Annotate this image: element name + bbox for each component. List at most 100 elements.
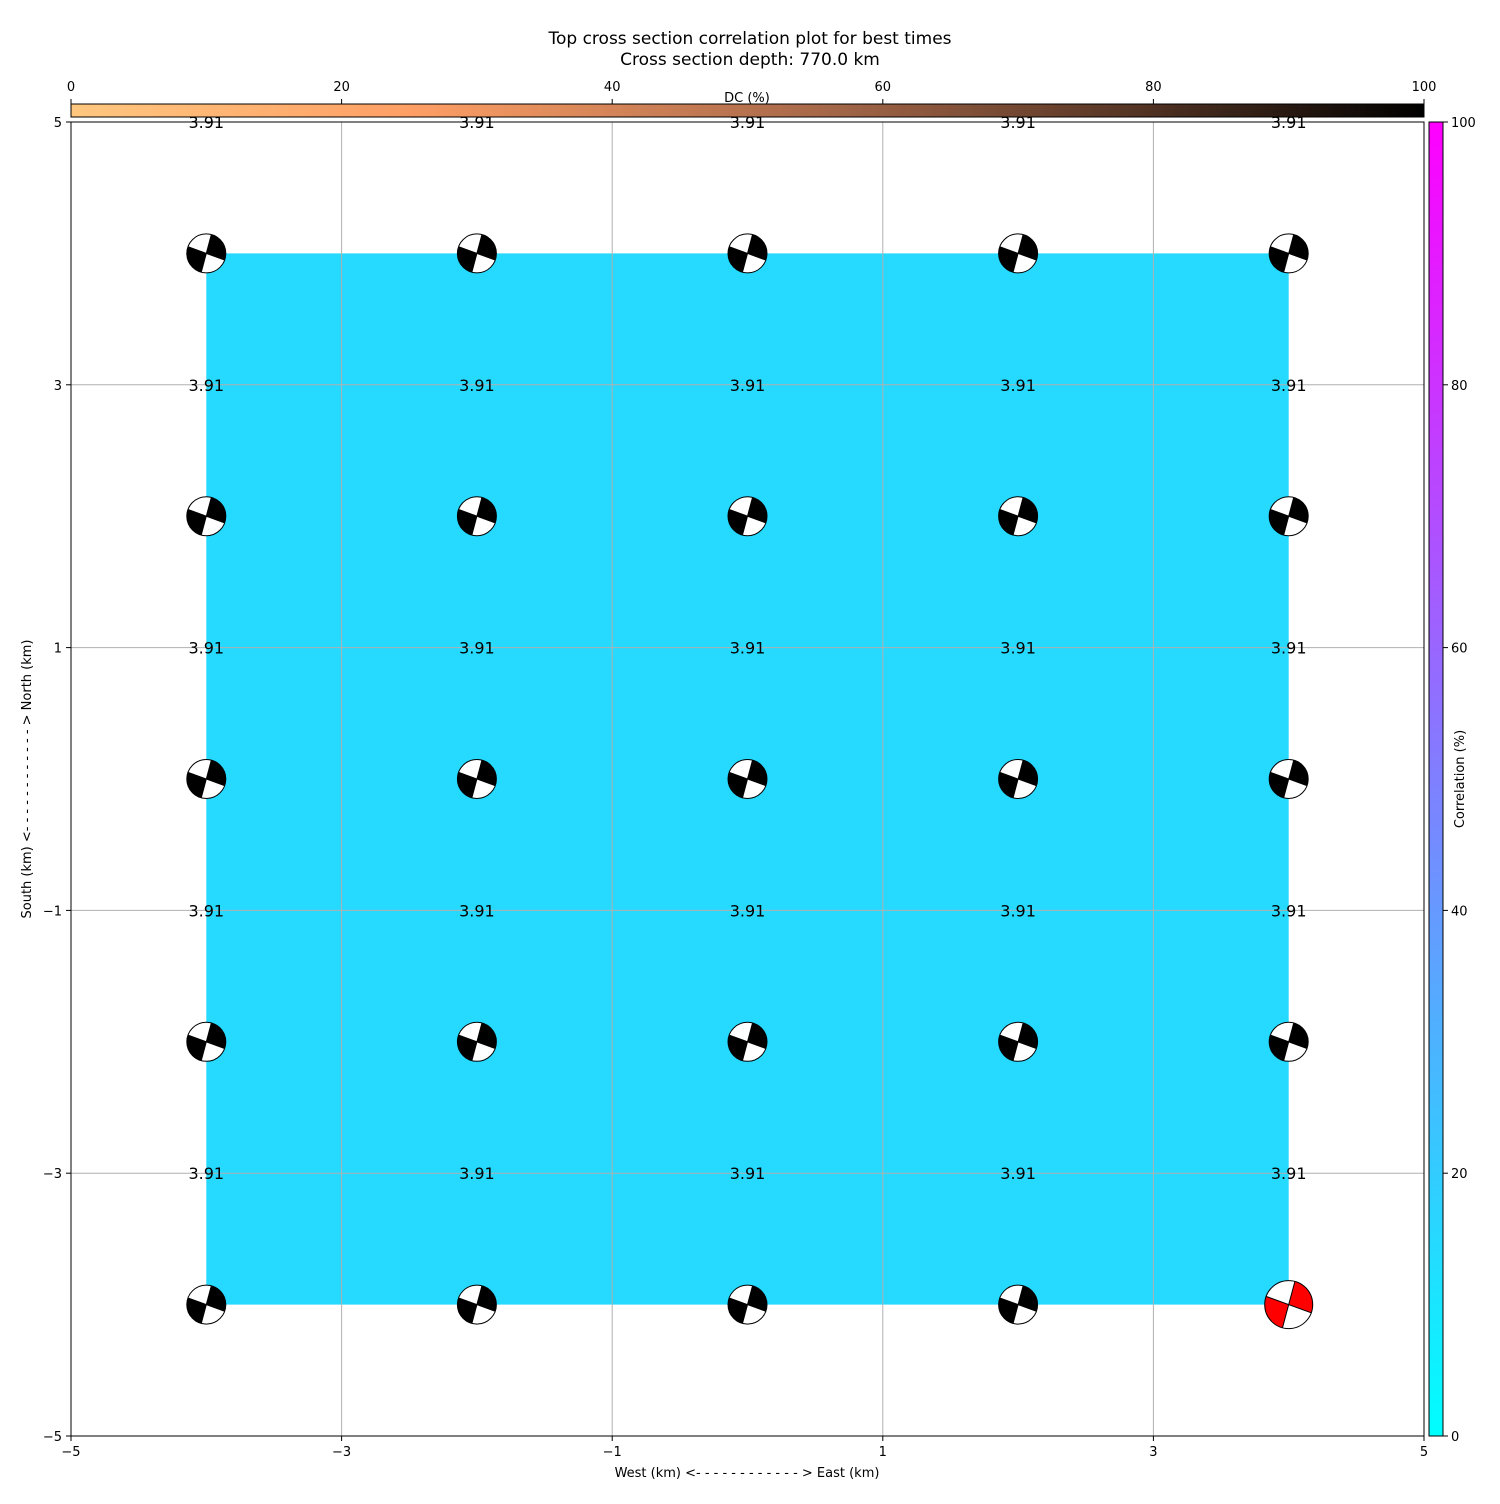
beachball-outline [186, 496, 227, 537]
point-label: 3.91 [1000, 1164, 1036, 1183]
beachball-outline [998, 1284, 1039, 1325]
point-label: 3.91 [730, 376, 766, 395]
point-label: 3.91 [730, 1164, 766, 1183]
correlation-colorbar-tick-label: 0 [1451, 1430, 1459, 1445]
nodal-plane [999, 509, 1037, 524]
beachball [456, 496, 497, 537]
beachball-outline [456, 1021, 497, 1062]
beachball [727, 1021, 768, 1062]
chart-title: Top cross section correlation plot for b… [547, 29, 951, 49]
point-label: 3.91 [730, 113, 766, 132]
x-tick-label: 5 [1420, 1445, 1428, 1460]
beachball-outline [456, 233, 497, 274]
nodal-plane [999, 1297, 1037, 1312]
beachball-outline [998, 233, 1039, 274]
nodal-plane [729, 771, 766, 787]
beachball-outline [1268, 233, 1309, 274]
nodal-plane [729, 1034, 766, 1049]
beachball [186, 759, 227, 799]
nodal-plane [1270, 1034, 1308, 1049]
point-label: 3.91 [730, 901, 766, 920]
beachball [998, 496, 1039, 537]
beachball-outline [727, 1284, 768, 1325]
nodal-plane [458, 1297, 496, 1312]
beachball [1268, 759, 1309, 799]
y-tick-label: 3 [54, 379, 62, 394]
y-axis-label: South (km) <- - - - - - - - - - - - > No… [20, 639, 35, 918]
correlation-colorbar-tick-label: 60 [1451, 642, 1468, 657]
nodal-plane [1265, 1295, 1312, 1314]
beachball-outline [998, 1021, 1039, 1062]
plot-frame [70, 121, 1425, 1437]
correlation-colorbar-tick-label: 100 [1451, 116, 1476, 131]
point-label: 3.91 [1271, 901, 1307, 920]
nodal-plane [187, 1297, 225, 1312]
point-label: 3.91 [730, 639, 766, 658]
beachball-outline [186, 233, 227, 274]
beachball-outline [1264, 1280, 1314, 1330]
nodal-plane [1270, 246, 1308, 261]
beachball-outline [1268, 1021, 1309, 1062]
nodal-plane [729, 509, 766, 524]
x-tick-label: 3 [1149, 1445, 1157, 1460]
beachball [456, 1021, 497, 1062]
nodal-plane [458, 509, 496, 524]
beachball [186, 496, 227, 537]
point-label: 3.91 [188, 901, 224, 920]
beachball-outline [1268, 496, 1309, 537]
point-label: 3.91 [188, 639, 224, 658]
beachball [727, 233, 768, 274]
point-label: 3.91 [459, 1164, 495, 1183]
y-tick-label: −1 [43, 904, 62, 919]
beachball [998, 1021, 1039, 1062]
point-label: 3.91 [1271, 639, 1307, 658]
point-label: 3.91 [459, 639, 495, 658]
x-tick-label: −5 [61, 1445, 80, 1460]
beachball-outline [186, 1021, 227, 1062]
beachball [998, 1284, 1039, 1325]
point-label: 3.91 [1000, 113, 1036, 132]
beachball-outline [456, 1284, 497, 1325]
nodal-plane [187, 771, 225, 787]
beachball-outline [727, 233, 768, 274]
beachball [1268, 496, 1309, 537]
beachball [186, 1284, 227, 1325]
beachball-outline [727, 759, 768, 799]
nodal-plane [458, 246, 496, 261]
beachball [186, 1021, 227, 1062]
nodal-plane [999, 1034, 1037, 1049]
beachball-outline [186, 759, 227, 799]
beachball [456, 1284, 497, 1325]
beachball [998, 759, 1039, 799]
point-label: 3.91 [1000, 639, 1036, 658]
dc-colorbar-label: DC (%) [724, 91, 770, 106]
nodal-plane [729, 246, 766, 261]
nodal-plane [458, 1034, 496, 1049]
dc-colorbar-tick-label: 0 [67, 80, 75, 95]
dc-colorbar-tick-label: 20 [333, 80, 350, 95]
chart-subtitle: Cross section depth: 770.0 km [620, 50, 880, 70]
nodal-plane [1270, 509, 1308, 524]
beachball-outline [456, 496, 497, 537]
nodal-plane [1270, 771, 1308, 787]
beachball-outline [998, 496, 1039, 537]
x-tick-label: −3 [332, 1445, 351, 1460]
beachball-outline [998, 759, 1039, 799]
y-tick-label: 5 [54, 116, 62, 131]
x-tick-label: −1 [603, 1445, 622, 1460]
beachball-outline [1268, 759, 1309, 799]
y-tick-label: 1 [54, 642, 62, 657]
beachball [727, 759, 768, 799]
point-label: 3.91 [459, 113, 495, 132]
point-label: 3.91 [188, 113, 224, 132]
correlation-colorbar-tick-label: 20 [1451, 1167, 1468, 1182]
correlation-colorbar-label: Correlation (%) [1453, 730, 1468, 828]
nodal-plane [999, 771, 1037, 787]
beachball [727, 1284, 768, 1325]
best-beachball [1264, 1280, 1314, 1330]
point-label: 3.91 [1271, 376, 1307, 395]
point-label: 3.91 [459, 901, 495, 920]
beachball-outline [727, 496, 768, 537]
point-label: 3.91 [1271, 1164, 1307, 1183]
